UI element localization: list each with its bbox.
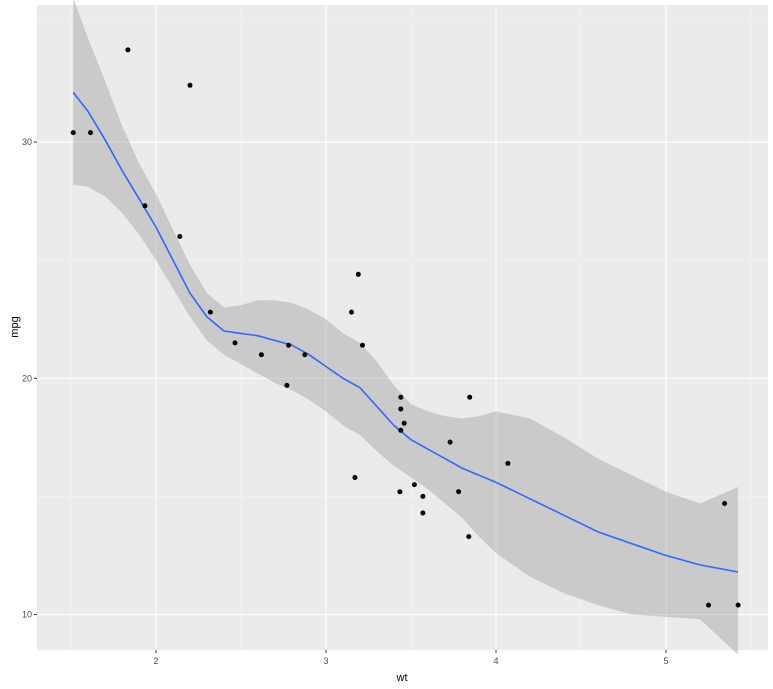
confidence-band: [73, 0, 739, 655]
data-point: [258, 352, 264, 358]
data-point: [398, 427, 404, 433]
data-point: [360, 342, 365, 348]
y-tick-label: 10: [22, 610, 32, 620]
data-point: [302, 352, 308, 358]
data-point: [722, 501, 728, 506]
data-point: [142, 203, 148, 209]
data-point: [456, 489, 462, 495]
data-point: [397, 489, 403, 495]
data-point: [411, 482, 417, 488]
data-point: [398, 394, 404, 400]
data-point: [735, 602, 741, 608]
data-point: [349, 309, 354, 315]
smooth-trend-line: [72, 91, 739, 573]
major-gridlines: [37, 5, 768, 650]
data-point: [420, 510, 426, 516]
data-point: [284, 382, 290, 388]
data-point: [207, 309, 213, 315]
y-tick-label: 20: [22, 373, 32, 383]
x-tick-label: 5: [663, 656, 668, 666]
data-point: [352, 475, 358, 480]
data-point: [505, 460, 511, 466]
data-point: [466, 534, 472, 540]
data-point: [447, 439, 453, 445]
data-point: [177, 234, 183, 239]
data-point: [125, 47, 131, 53]
minor-gridlines: [37, 5, 768, 650]
x-tick-label: 3: [323, 656, 328, 666]
x-tick-label: 2: [153, 656, 158, 666]
data-point: [398, 406, 404, 412]
data-point: [420, 493, 426, 499]
data-point: [706, 602, 711, 608]
data-point: [232, 340, 238, 346]
y-axis-title: mpg: [9, 316, 21, 337]
plot-panel: [37, 5, 768, 650]
data-points: [70, 47, 741, 608]
data-point: [286, 342, 292, 348]
y-axis: 10 20 30: [22, 137, 37, 620]
data-point: [467, 394, 473, 400]
data-point: [187, 82, 193, 88]
x-tick-label: 4: [493, 656, 498, 666]
data-point: [70, 130, 76, 136]
y-tick-label: 30: [22, 137, 32, 147]
x-axis: 2 3 4 5: [153, 650, 669, 666]
data-point: [355, 271, 361, 277]
data-point: [401, 420, 407, 426]
x-axis-title: wt: [396, 672, 408, 684]
data-point: [88, 130, 93, 136]
